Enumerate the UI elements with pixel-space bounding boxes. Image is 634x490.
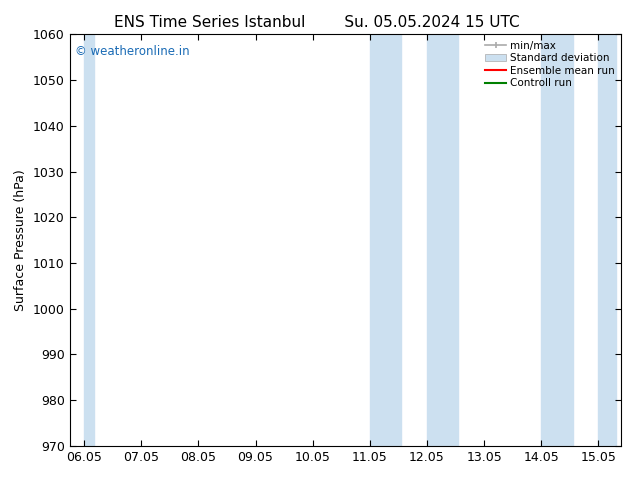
Legend: min/max, Standard deviation, Ensemble mean run, Controll run: min/max, Standard deviation, Ensemble me… xyxy=(481,36,619,93)
Y-axis label: Surface Pressure (hPa): Surface Pressure (hPa) xyxy=(15,169,27,311)
Text: © weatheronline.in: © weatheronline.in xyxy=(75,45,190,58)
Bar xyxy=(84,34,94,446)
Text: ENS Time Series Istanbul        Su. 05.05.2024 15 UTC: ENS Time Series Istanbul Su. 05.05.2024 … xyxy=(114,15,520,30)
Bar xyxy=(427,34,458,446)
Bar xyxy=(598,34,616,446)
Bar xyxy=(541,34,573,446)
Bar xyxy=(370,34,401,446)
